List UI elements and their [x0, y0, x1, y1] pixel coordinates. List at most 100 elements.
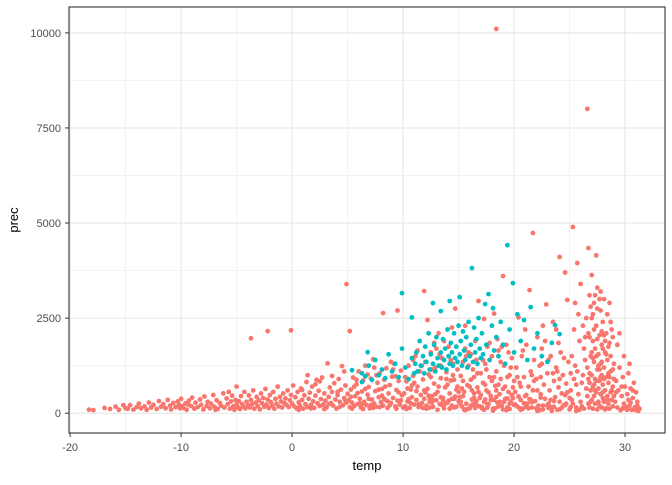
data-point-group-teal — [486, 291, 491, 297]
data-point-group-salmon — [584, 106, 590, 112]
data-point-group-salmon — [568, 404, 574, 410]
data-point-group-salmon — [586, 245, 591, 251]
data-point-group-salmon — [210, 392, 216, 398]
data-point-group-salmon — [523, 404, 529, 410]
data-point-group-salmon — [546, 401, 551, 407]
data-point-group-teal — [438, 350, 444, 355]
data-point-group-salmon — [473, 399, 479, 404]
data-point-group-salmon — [483, 367, 489, 372]
data-point-group-salmon — [497, 391, 502, 397]
data-point-group-salmon — [564, 297, 570, 303]
data-point-group-salmon — [242, 389, 247, 395]
data-point-group-salmon — [570, 224, 576, 230]
data-point-group-salmon — [588, 388, 593, 393]
data-point-group-salmon — [343, 383, 348, 388]
data-point-group-salmon — [617, 365, 622, 370]
data-point-group-salmon — [167, 403, 173, 408]
data-point-group-salmon — [382, 384, 388, 389]
data-point-group-salmon — [584, 365, 590, 370]
data-point-group-salmon — [455, 384, 460, 389]
data-point-group-teal — [399, 290, 405, 296]
data-point-group-salmon — [414, 397, 419, 403]
data-point-group-salmon — [601, 296, 607, 302]
data-point-group-salmon — [168, 407, 174, 412]
data-point-group-salmon — [337, 399, 343, 405]
data-point-group-salmon — [570, 401, 576, 407]
data-point-group-salmon — [538, 374, 544, 380]
data-point-group-teal — [418, 363, 424, 369]
data-point-group-salmon — [603, 351, 609, 357]
data-point-group-salmon — [355, 390, 360, 396]
data-point-group-teal — [435, 355, 440, 361]
data-point-group-teal — [450, 363, 456, 369]
data-point-group-salmon — [434, 397, 439, 403]
data-point-group-teal — [389, 369, 395, 374]
data-point-group-salmon — [610, 404, 616, 409]
data-point-group-salmon — [317, 378, 323, 384]
data-point-group-salmon — [463, 401, 469, 407]
data-point-group-salmon — [589, 350, 595, 355]
x-tick-label: 0 — [289, 442, 295, 454]
data-point-group-salmon — [427, 397, 433, 403]
data-point-group-salmon — [508, 365, 514, 370]
data-point-group-salmon — [396, 389, 401, 395]
data-point-group-teal — [414, 350, 419, 355]
data-point-group-salmon — [287, 397, 293, 403]
data-point-group-salmon — [246, 392, 252, 398]
data-point-group-salmon — [349, 400, 355, 405]
data-point-group-salmon — [436, 330, 441, 336]
data-point-group-teal — [460, 329, 466, 334]
data-point-group-salmon — [626, 370, 631, 376]
panel-border — [68, 6, 666, 434]
data-point-group-salmon — [509, 355, 515, 361]
data-point-group-salmon — [594, 407, 600, 412]
data-point-group-teal — [470, 359, 476, 365]
data-point-group-salmon — [455, 367, 460, 372]
data-point-group-salmon — [365, 392, 370, 397]
data-point-group-salmon — [600, 319, 606, 325]
data-point-group-salmon — [606, 401, 611, 407]
data-point-group-teal — [557, 331, 562, 337]
data-point-group-salmon — [573, 382, 579, 388]
data-point-group-teal — [362, 373, 368, 379]
data-point-group-salmon — [543, 302, 549, 307]
y-tick-label: 0 — [55, 408, 61, 420]
data-point-group-salmon — [434, 346, 439, 351]
data-point-group-salmon — [598, 289, 603, 294]
data-point-group-salmon — [467, 384, 473, 389]
data-point-group-salmon — [452, 306, 458, 311]
data-point-group-teal — [461, 348, 467, 353]
data-point-group-salmon — [529, 405, 535, 410]
data-point-group-salmon — [198, 402, 204, 408]
data-point-group-salmon — [562, 270, 568, 275]
data-point-group-salmon — [576, 311, 581, 317]
data-point-group-salmon — [398, 368, 404, 373]
data-point-group-salmon — [523, 342, 529, 348]
data-point-group-salmon — [582, 334, 588, 340]
data-point-group-salmon — [523, 392, 529, 398]
data-point-group-salmon — [610, 384, 616, 389]
data-point-group-teal — [467, 353, 473, 359]
data-point-group-salmon — [510, 395, 516, 401]
data-point-group-salmon — [154, 406, 160, 412]
data-point-group-salmon — [593, 253, 599, 258]
data-point-group-salmon — [551, 378, 557, 384]
data-point-group-teal — [386, 351, 391, 357]
data-point-group-salmon — [411, 402, 417, 407]
data-point-group-salmon — [520, 348, 526, 353]
data-point-group-teal — [366, 363, 372, 369]
data-point-group-salmon — [286, 404, 292, 410]
data-point-group-salmon — [288, 327, 294, 333]
data-point-group-teal — [349, 367, 355, 373]
y-tick-label: 2500 — [37, 313, 61, 325]
data-point-group-salmon — [598, 308, 603, 313]
data-point-group-salmon — [316, 388, 322, 394]
data-point-group-salmon — [237, 406, 243, 412]
data-point-group-salmon — [265, 397, 271, 402]
data-point-group-salmon — [505, 396, 510, 401]
data-point-group-teal — [428, 351, 434, 357]
data-point-group-salmon — [479, 405, 485, 411]
data-point-group-salmon — [566, 359, 571, 365]
data-point-group-teal — [396, 374, 401, 380]
data-point-group-salmon — [475, 370, 480, 376]
